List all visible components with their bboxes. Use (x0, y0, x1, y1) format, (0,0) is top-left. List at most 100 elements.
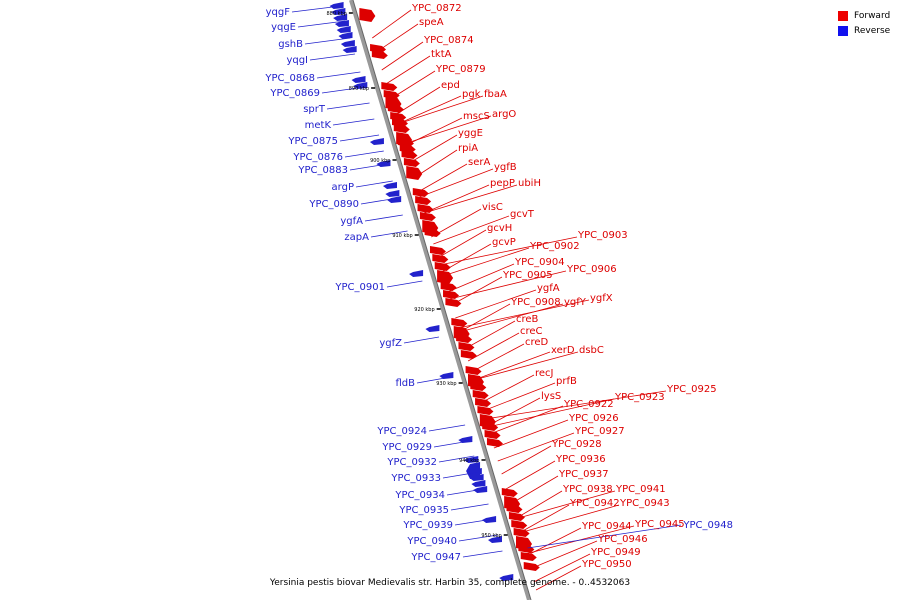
reverse-gene-label: YPC_0868 (264, 73, 315, 84)
reverse-leader-line (433, 440, 470, 448)
reverse-leader-line (316, 71, 361, 79)
reverse-gene-block (342, 46, 357, 53)
reverse-leader-line (355, 180, 393, 188)
forward-gene-label: ygfA (537, 283, 560, 294)
forward-leader-line (433, 215, 510, 245)
reverse-leader-line (349, 163, 388, 171)
forward-gene-label: YPC_0903 (577, 230, 628, 241)
forward-leader-line (471, 343, 525, 373)
reverse-gene-block (382, 182, 397, 189)
reverse-gene-label: YPC_0876 (292, 152, 343, 163)
reverse-gene-label: yqgE (271, 22, 296, 33)
scale-tick-label: 900 kbp (370, 158, 390, 164)
forward-gene-label: YPC_0945 (634, 519, 685, 530)
reverse-leader-line (326, 102, 370, 110)
forward-gene-label: dsbC (579, 345, 604, 356)
forward-gene-label: YPC_0905 (502, 270, 553, 281)
forward-leader-line (397, 95, 462, 125)
forward-gene-block (501, 488, 518, 497)
legend-item-reverse: Reverse (838, 23, 890, 38)
reverse-leader-line (403, 336, 440, 344)
forward-gene-label: pepP (490, 178, 515, 189)
scale-tick-label: 920 kbp (414, 307, 434, 313)
forward-leader-line (449, 270, 567, 300)
reverse-leader-line (321, 86, 365, 94)
forward-gene-label: YPC_0879 (435, 64, 486, 75)
label-leader-lines (291, 5, 682, 591)
reverse-gene-block (329, 2, 344, 9)
reverse-gene-label: YPC_0869 (269, 88, 320, 99)
reverse-leader-line (442, 471, 480, 479)
forward-gene-label: YPC_0926 (568, 413, 619, 424)
forward-leader-line (533, 553, 591, 583)
forward-gene-block (429, 246, 446, 255)
forward-leader-line (519, 504, 620, 534)
reverse-gene-block (369, 138, 384, 145)
forward-leader-line (505, 460, 556, 490)
forward-leader-line (480, 374, 535, 404)
forward-leader-line (381, 41, 424, 71)
forward-leader-line (473, 351, 579, 381)
forward-leader-line (417, 163, 468, 193)
legend-label-forward: Forward (854, 10, 891, 21)
forward-gene-label: gcvT (510, 209, 535, 220)
forward-leader-line (458, 299, 590, 329)
forward-gene-block (475, 398, 492, 407)
forward-leader-line (473, 351, 551, 381)
forward-gene-block (401, 150, 418, 159)
forward-gene-block (371, 50, 388, 59)
legend-item-forward: Forward (838, 8, 890, 23)
forward-leader-line (413, 149, 458, 179)
forward-gene-block (445, 298, 462, 307)
forward-gene-label: YPC_0946 (597, 534, 648, 545)
reverse-leader-line (360, 197, 398, 205)
reverse-gene-label: YPC_0935 (398, 505, 449, 516)
forward-gene-label: YPC_0906 (566, 264, 617, 275)
reverse-gene-label: yqgF (266, 7, 291, 18)
reverse-leader-line (527, 524, 682, 549)
forward-leader-line (376, 23, 419, 53)
reverse-gene-label: ygfA (340, 216, 363, 227)
forward-gene-block (412, 188, 429, 197)
forward-gene-block (403, 158, 420, 167)
reverse-gene-block (425, 325, 440, 332)
reverse-gene-label: yqgI (286, 55, 308, 66)
forward-gene-block (520, 552, 537, 561)
forward-gene-block (381, 82, 398, 91)
forward-gene-label: rpiA (458, 143, 478, 154)
reverse-gene-label: YPC_0947 (410, 552, 461, 563)
forward-leader-line (439, 236, 578, 266)
forward-gene-label: yggE (458, 128, 483, 139)
reverse-gene-block (499, 574, 514, 581)
forward-leader-line (501, 445, 552, 475)
reverse-gene-label: YPC_0939 (402, 520, 453, 531)
reverse-gene-block (333, 14, 348, 21)
reverse-leader-line (291, 5, 341, 13)
forward-gene-label: ubiH (518, 178, 541, 189)
reverse-gene-block (336, 26, 351, 33)
forward-gene-label: YPC_0923 (614, 392, 665, 403)
forward-gene-label: creD (525, 337, 549, 348)
forward-gene-block (472, 390, 489, 399)
forward-gene-label: YPC_0872 (411, 3, 462, 14)
forward-gene-label: YPC_0927 (574, 426, 625, 437)
forward-gene-block (451, 318, 468, 327)
reverse-leader-line (462, 550, 503, 558)
forward-leader-line (441, 243, 492, 273)
forward-gene-label: YPC_0925 (666, 384, 717, 395)
reverse-gene-label: argP (332, 182, 354, 193)
reverse-gene-label: metK (305, 120, 332, 131)
forward-gene-block (387, 104, 404, 113)
reverse-gene-block (471, 480, 486, 487)
forward-gene-block (406, 166, 423, 180)
reverse-gene-block (469, 474, 484, 481)
forward-gene-label: creB (516, 314, 539, 325)
gene-features (329, 2, 540, 581)
forward-gene-label: speA (419, 17, 444, 28)
forward-leader-line (487, 397, 541, 427)
forward-leader-line (447, 263, 515, 293)
forward-gene-label: YPC_0944 (581, 521, 632, 532)
forward-gene-block (511, 520, 528, 529)
forward-leader-line (514, 490, 563, 520)
reverse-gene-label: YPC_0940 (406, 536, 457, 547)
